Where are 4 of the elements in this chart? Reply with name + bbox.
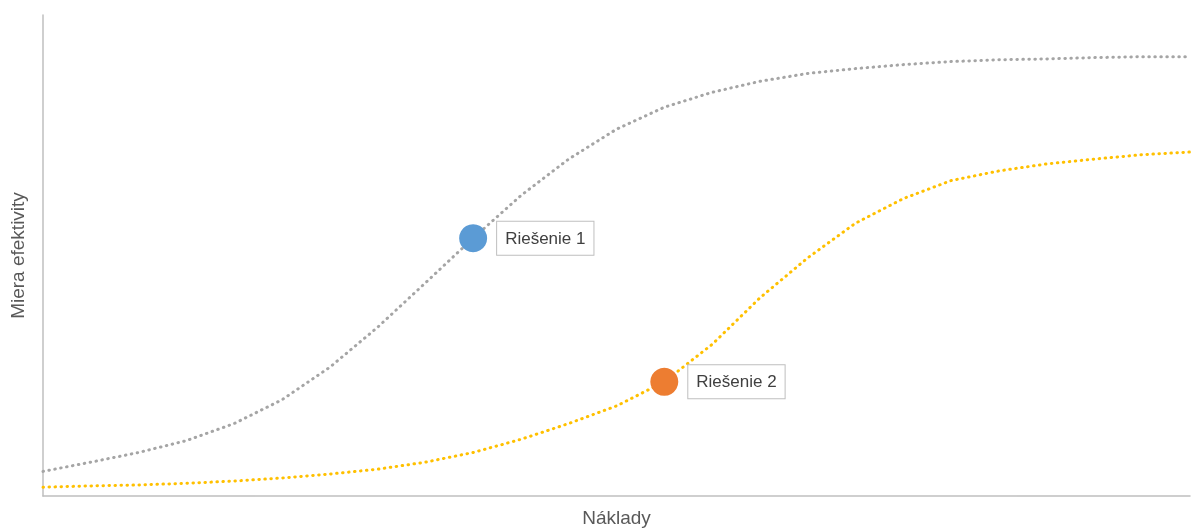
x-axis-title: Náklady xyxy=(582,507,652,528)
y-axis-title: Miera efektivity xyxy=(7,191,28,319)
series-label: Riešenie 2 xyxy=(696,372,777,392)
series-label: Riešenie 1 xyxy=(505,228,586,248)
